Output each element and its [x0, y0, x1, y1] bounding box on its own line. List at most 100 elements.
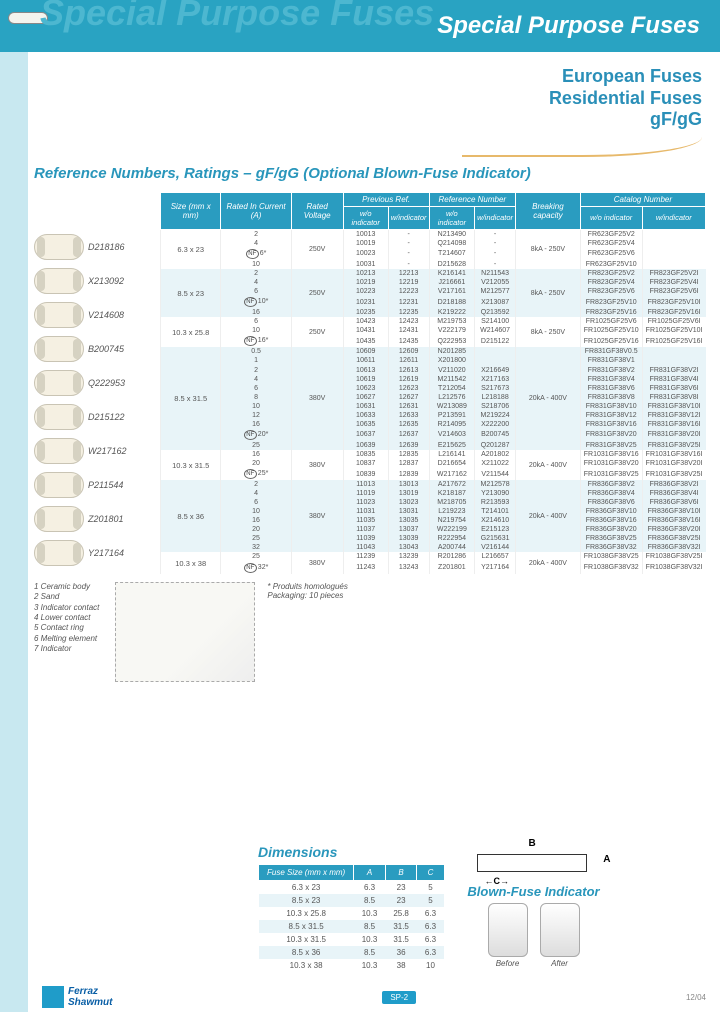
- cell-ref: 12219: [388, 278, 429, 287]
- table-row: 6.3 x 236.3235: [259, 881, 445, 895]
- cell-ref: L216657: [475, 552, 516, 561]
- cell-ref: S214100: [475, 317, 516, 326]
- cell-ref: 12609: [388, 347, 429, 356]
- cell-ref: B200745: [475, 429, 516, 441]
- cell-catalog: FR823GF25V10: [580, 296, 642, 308]
- cell-catalog: FR823GF25V2I: [642, 269, 705, 278]
- cell-catalog: FR831GF38V12: [580, 411, 642, 420]
- cell-ref: S217673: [475, 384, 516, 393]
- th-ref-num: Reference Number: [429, 192, 515, 206]
- cell-ref: -: [475, 248, 516, 260]
- cell-ref: W213089: [429, 402, 475, 411]
- cell-current: 2: [221, 229, 291, 239]
- dimensions-heading: Dimensions: [258, 844, 445, 860]
- blown-fuse-heading: Blown-Fuse Indicator: [459, 884, 609, 899]
- cell-catalog: FR836GF38V20: [580, 525, 642, 534]
- product-code: P211544: [88, 480, 123, 490]
- cell-catalog: FR836GF38V16I: [642, 516, 705, 525]
- cell-catalog: FR1038GF38V32: [580, 562, 642, 574]
- cell-catalog: FR623GF25V6: [580, 248, 642, 260]
- cell-dim: 6.3: [417, 933, 444, 946]
- table-row: NF20*1063712637V214603B200745FR831GF38V2…: [161, 429, 706, 441]
- table-row: 41021912219J216661V212055FR823GF25V4FR82…: [161, 278, 706, 287]
- cell-catalog: FR1025GF25V10: [580, 326, 642, 335]
- cell-ref: 11023: [343, 498, 388, 507]
- cell-ref: 12631: [388, 402, 429, 411]
- cell-ref: X211022: [475, 459, 516, 468]
- cell-ref: V222179: [429, 326, 475, 335]
- cell-catalog: FR836GF38V25: [580, 534, 642, 543]
- cell-dim: 31.5: [385, 933, 417, 946]
- cell-breaking: 20kA - 400V: [516, 480, 581, 552]
- cell-catalog: [642, 347, 705, 356]
- th-sub: w/indicator: [475, 206, 516, 229]
- cell-ref: 13023: [388, 498, 429, 507]
- cell-dim: 8.5: [354, 894, 386, 907]
- cell-ref: 10631: [343, 402, 388, 411]
- table-row: 101043112431V222179W214607FR1025GF25V10F…: [161, 326, 706, 335]
- fuse-image: [34, 472, 84, 498]
- logo-icon: [42, 986, 64, 1008]
- cell-voltage: 250V: [291, 317, 343, 347]
- cell-ref: 11019: [343, 489, 388, 498]
- cell-ref: [475, 347, 516, 356]
- product-thumbnail: P211544: [34, 472, 152, 498]
- cell-ref: R214095: [429, 420, 475, 429]
- table-row: 10.3 x 31.510.331.56.3: [259, 933, 445, 946]
- table-row: 21061312613V211020X216649FR831GF38V2FR83…: [161, 365, 706, 374]
- th-sub: w/o indicator: [429, 206, 475, 229]
- cell-current: 4: [221, 375, 291, 384]
- cell-catalog: FR836GF38V25I: [642, 534, 705, 543]
- cell-catalog: [642, 356, 705, 365]
- cell-ref: 10839: [343, 468, 388, 480]
- th-prev-ref: Previous Ref.: [343, 192, 429, 206]
- cell-current: 10: [221, 260, 291, 269]
- cell-ref: L219223: [429, 507, 475, 516]
- blown-before: Before: [488, 903, 528, 968]
- table-row: 161023512235K219222Q213592FR823GF25V16FR…: [161, 308, 706, 317]
- cell-ref: 10219: [343, 278, 388, 287]
- cell-catalog: FR623GF25V10: [580, 260, 642, 269]
- cell-ref: 10627: [343, 393, 388, 402]
- product-thumbnail: Y217164: [34, 540, 152, 566]
- cell-current: 32: [221, 543, 291, 552]
- cell-current: 1: [221, 356, 291, 365]
- cell-catalog: FR1025GF25V6: [580, 317, 642, 326]
- cell-ref: 12423: [388, 317, 429, 326]
- table-row: NF32*1124313243Z201801Y217164FR1038GF38V…: [161, 562, 706, 574]
- th-sub: w/o indicator: [343, 206, 388, 229]
- table-row: 10.3 x 31.516380V1083512835L216141A20180…: [161, 450, 706, 459]
- cell-ref: -: [475, 239, 516, 248]
- cell-ref: V214603: [429, 429, 475, 441]
- cell-ref: 11031: [343, 507, 388, 516]
- page-footer: Ferraz Shawmut SP-2 12/04: [28, 986, 720, 1008]
- subhead-line: Residential Fuses: [34, 88, 702, 110]
- cell-ref: -: [388, 239, 429, 248]
- cell-current: 16: [221, 308, 291, 317]
- cell-ref: M211542: [429, 375, 475, 384]
- product-thumbnail: V214608: [34, 302, 152, 328]
- cell-ref: X216649: [475, 365, 516, 374]
- th-a: A: [354, 865, 386, 881]
- cell-catalog: FR623GF25V4: [580, 239, 642, 248]
- th-breaking: Breaking capacity: [516, 192, 581, 229]
- cell-voltage: 380V: [291, 552, 343, 573]
- cell-catalog: FR1038GF38V25: [580, 552, 642, 561]
- cell-ref: X214610: [475, 516, 516, 525]
- table-row: 321104313043A200744V216144FR836GF38V32FR…: [161, 543, 706, 552]
- table-row: 201083712837D216654X211022FR1031GF38V20F…: [161, 459, 706, 468]
- subhead-line: European Fuses: [34, 66, 702, 88]
- th-rated-voltage: Rated Voltage: [291, 192, 343, 229]
- cell-ref: 12837: [388, 459, 429, 468]
- table-row: 81062712627L212576L218188FR831GF38V8FR83…: [161, 393, 706, 402]
- cell-ref: 12611: [388, 356, 429, 365]
- cell-ref: R222954: [429, 534, 475, 543]
- product-code: Y217164: [88, 548, 124, 558]
- cell-dim: 8.5: [354, 920, 386, 933]
- blown-fuse-block: Blown-Fuse Indicator Before After: [459, 884, 609, 968]
- cell-ref: X201800: [429, 356, 475, 365]
- cell-current: 2: [221, 269, 291, 278]
- product-code: V214608: [88, 310, 124, 320]
- cell-dim: 10.3: [354, 933, 386, 946]
- cell-catalog: FR1031GF38V20I: [642, 459, 705, 468]
